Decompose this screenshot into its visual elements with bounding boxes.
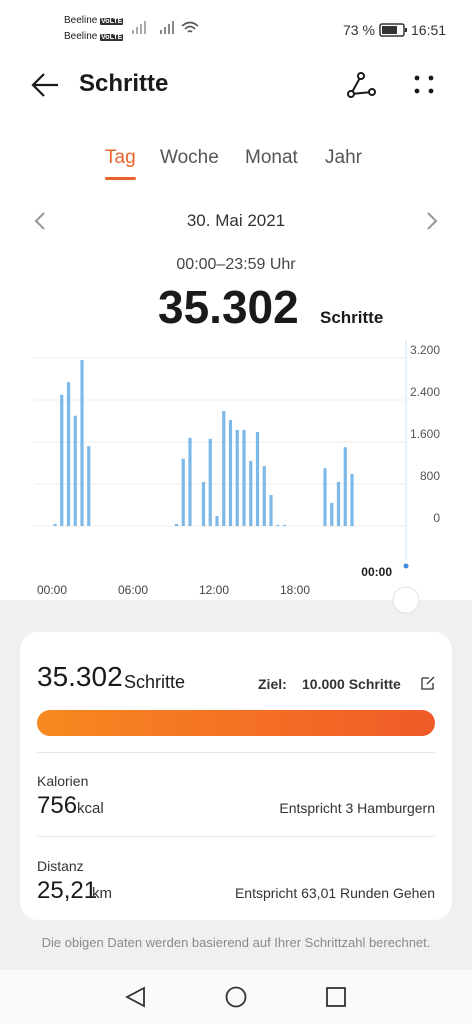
- bar: [262, 466, 266, 526]
- battery-icon: [379, 23, 407, 37]
- tab-indicator: [105, 177, 136, 180]
- navigation-bar: [0, 970, 472, 1024]
- date-label: 30. Mai 2021: [186, 211, 286, 230]
- bar: [228, 419, 233, 526]
- bar: [336, 481, 341, 526]
- bar: [249, 460, 253, 526]
- y-tick-label: 800: [420, 469, 440, 483]
- bar: [276, 524, 280, 526]
- selected-time: 00:00: [361, 565, 392, 579]
- prev-date[interactable]: [32, 210, 48, 232]
- calories-unit: kcal: [77, 800, 104, 817]
- share-button[interactable]: [344, 70, 378, 100]
- y-tick-label: 2.400: [410, 385, 440, 399]
- bar: [208, 438, 212, 526]
- bar: [60, 394, 64, 526]
- calories-equivalent: Entspricht 3 Hamburgern: [279, 800, 435, 816]
- bar: [188, 437, 192, 526]
- volte-badge: VoLTE: [100, 34, 124, 41]
- x-tick-label: 12:00: [199, 583, 229, 597]
- bar: [330, 502, 334, 526]
- goal-label: Ziel:: [258, 676, 287, 692]
- distance-equivalent: Entspricht 63,01 Runden Gehen: [234, 885, 435, 901]
- divider: [37, 836, 435, 837]
- bar: [73, 415, 77, 526]
- y-tick-label: 0: [433, 511, 440, 525]
- bar: [350, 474, 354, 526]
- carrier: Beeline VoLTE: [64, 15, 124, 26]
- edit-goal[interactable]: [420, 675, 436, 691]
- chart: 3.200 2.400 1.600 800 0 00:00 06:00 12:00 18:00 0…: [34, 340, 440, 614]
- carrier-name: Beeline: [64, 15, 98, 26]
- carrier: Beeline VoLTE: [64, 31, 124, 42]
- bar: [269, 495, 273, 526]
- summary-card: [20, 632, 452, 920]
- distance-unit: km: [92, 885, 112, 902]
- clock: 16:51: [411, 22, 447, 38]
- total-unit: Schritte: [320, 308, 384, 327]
- bar: [87, 446, 91, 526]
- y-tick-label: 3.200: [410, 343, 440, 357]
- divider: [37, 752, 435, 753]
- tab[interactable]: Jahr: [325, 147, 362, 168]
- nav-back[interactable]: [125, 986, 145, 1008]
- time-range: 00:00–23:59 Uhr: [176, 256, 296, 273]
- calories-label: Kalorien: [37, 773, 89, 789]
- nav-home[interactable]: [225, 986, 247, 1008]
- back-button[interactable]: [30, 70, 62, 100]
- footer-note: Die obigen Daten werden basierend auf Ih…: [41, 935, 431, 950]
- next-date[interactable]: [424, 210, 440, 232]
- bar: [343, 447, 347, 526]
- more-button[interactable]: [410, 72, 440, 98]
- volte-badge: VoLTE: [100, 18, 124, 25]
- page-title: Schritte: [79, 70, 169, 97]
- bar: [235, 429, 239, 526]
- bar: [53, 523, 57, 526]
- bar: [222, 411, 226, 526]
- goal-value: 10.000 Schritte: [302, 676, 401, 692]
- x-tick-label: 18:00: [280, 583, 310, 597]
- selected-dot: [403, 563, 409, 569]
- bar: [174, 523, 179, 526]
- tab[interactable]: Tag: [105, 147, 136, 168]
- time-slider[interactable]: [392, 586, 420, 614]
- bar: [66, 382, 71, 526]
- steps-unit: Schritte: [124, 672, 186, 692]
- x-tick-label: 06:00: [118, 583, 148, 597]
- bar: [181, 458, 185, 526]
- y-tick-label: 1.600: [410, 427, 440, 441]
- total-steps: 35.302: [158, 281, 299, 333]
- battery-percent: 73 %: [343, 22, 375, 38]
- bar: [215, 516, 219, 526]
- x-tick-label: 00:00: [37, 583, 67, 597]
- goal-progress: [37, 710, 435, 736]
- distance-label: Distanz: [37, 858, 84, 874]
- bar: [242, 429, 246, 526]
- steps-value: 35.302: [37, 661, 123, 692]
- distance-value: 25,21: [37, 877, 98, 904]
- tab[interactable]: Woche: [160, 147, 219, 168]
- nav-recents[interactable]: [326, 987, 346, 1007]
- bar: [282, 524, 287, 526]
- calories-value: 756: [37, 792, 78, 819]
- carrier-name: Beeline: [64, 31, 98, 42]
- bar: [80, 360, 84, 526]
- tab[interactable]: Monat: [245, 147, 298, 168]
- signal-icons: [132, 21, 199, 34]
- bar: [255, 432, 260, 526]
- bar: [323, 468, 327, 526]
- bar: [201, 481, 206, 526]
